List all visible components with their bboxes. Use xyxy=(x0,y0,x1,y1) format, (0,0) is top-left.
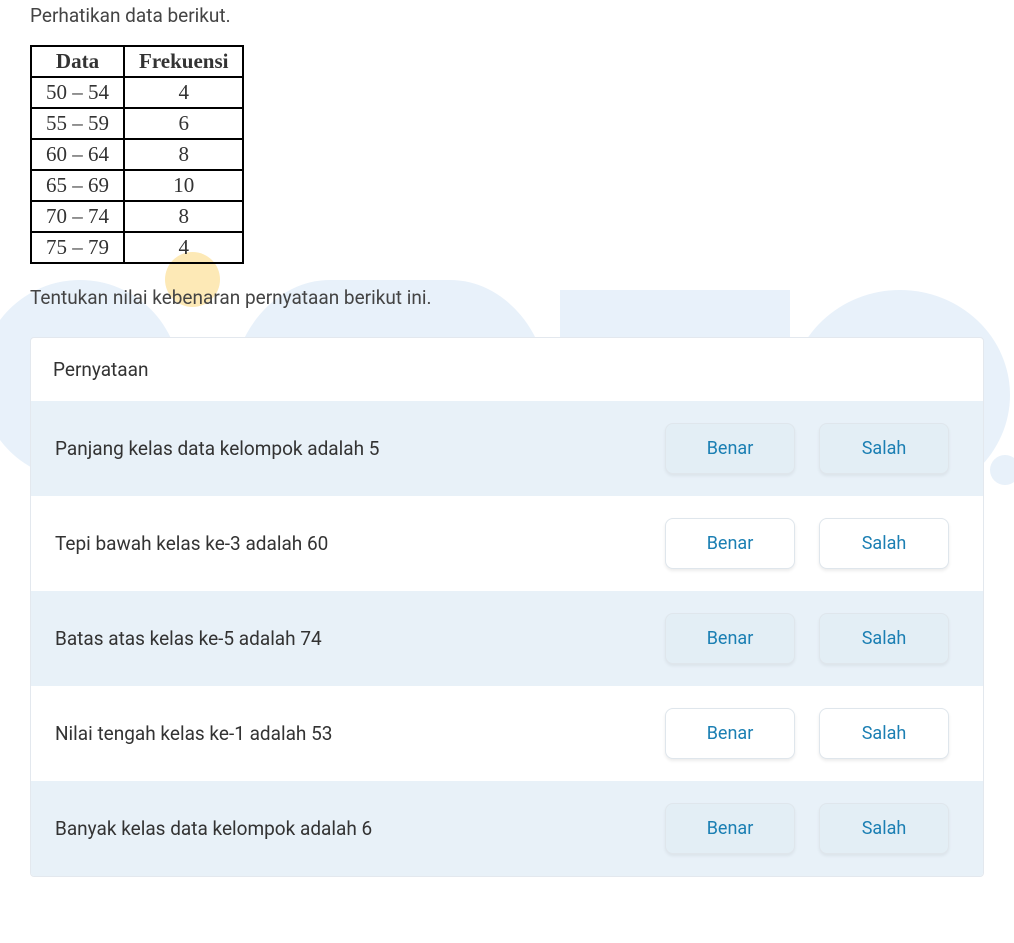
statement-row: Tepi bawah kelas ke-3 adalah 60 Benar Sa… xyxy=(31,496,983,591)
table-row: 75 – 794 xyxy=(31,232,243,263)
true-button[interactable]: Benar xyxy=(665,518,795,569)
statement-row: Panjang kelas data kelompok adalah 5 Ben… xyxy=(31,401,983,496)
table-row: 70 – 748 xyxy=(31,201,243,232)
statements-header: Pernyataan xyxy=(31,338,983,401)
table-row: 65 – 6910 xyxy=(31,170,243,201)
table-cell: 4 xyxy=(124,77,243,108)
frequency-table: Data Frekuensi 50 – 544 55 – 596 60 – 64… xyxy=(30,45,244,264)
answer-button-group: Benar Salah xyxy=(665,708,949,759)
table-row: 50 – 544 xyxy=(31,77,243,108)
true-button[interactable]: Benar xyxy=(665,803,795,854)
false-button[interactable]: Salah xyxy=(819,803,949,854)
statement-row: Batas atas kelas ke-5 adalah 74 Benar Sa… xyxy=(31,591,983,686)
true-button[interactable]: Benar xyxy=(665,613,795,664)
table-cell: 75 – 79 xyxy=(31,232,124,263)
statements-panel: Pernyataan Panjang kelas data kelompok a… xyxy=(30,337,984,877)
false-button[interactable]: Salah xyxy=(819,423,949,474)
false-button[interactable]: Salah xyxy=(819,708,949,759)
true-button[interactable]: Benar xyxy=(665,423,795,474)
statement-row: Banyak kelas data kelompok adalah 6 Bena… xyxy=(31,781,983,876)
false-button[interactable]: Salah xyxy=(819,613,949,664)
answer-button-group: Benar Salah xyxy=(665,423,949,474)
answer-button-group: Benar Salah xyxy=(665,518,949,569)
statement-text: Panjang kelas data kelompok adalah 5 xyxy=(55,437,665,460)
statement-text: Tepi bawah kelas ke-3 adalah 60 xyxy=(55,532,665,555)
table-cell: 50 – 54 xyxy=(31,77,124,108)
table-row: 55 – 596 xyxy=(31,108,243,139)
table-cell: 60 – 64 xyxy=(31,139,124,170)
table-cell: 65 – 69 xyxy=(31,170,124,201)
statement-row: Nilai tengah kelas ke-1 adalah 53 Benar … xyxy=(31,686,983,781)
table-cell: 10 xyxy=(124,170,243,201)
true-button[interactable]: Benar xyxy=(665,708,795,759)
table-cell: 4 xyxy=(124,232,243,263)
table-cell: 70 – 74 xyxy=(31,201,124,232)
table-cell: 6 xyxy=(124,108,243,139)
table-cell: 8 xyxy=(124,201,243,232)
table-cell: 55 – 59 xyxy=(31,108,124,139)
table-cell: 8 xyxy=(124,139,243,170)
table-header-frekuensi: Frekuensi xyxy=(124,46,243,77)
intro-text: Perhatikan data berikut. xyxy=(30,4,984,27)
answer-button-group: Benar Salah xyxy=(665,803,949,854)
instruction-text: Tentukan nilai kebenaran pernyataan beri… xyxy=(30,286,984,309)
false-button[interactable]: Salah xyxy=(819,518,949,569)
statement-text: Banyak kelas data kelompok adalah 6 xyxy=(55,817,665,840)
answer-button-group: Benar Salah xyxy=(665,613,949,664)
statement-text: Nilai tengah kelas ke-1 adalah 53 xyxy=(55,722,665,745)
statement-text: Batas atas kelas ke-5 adalah 74 xyxy=(55,627,665,650)
table-row: 60 – 648 xyxy=(31,139,243,170)
table-header-data: Data xyxy=(31,46,124,77)
